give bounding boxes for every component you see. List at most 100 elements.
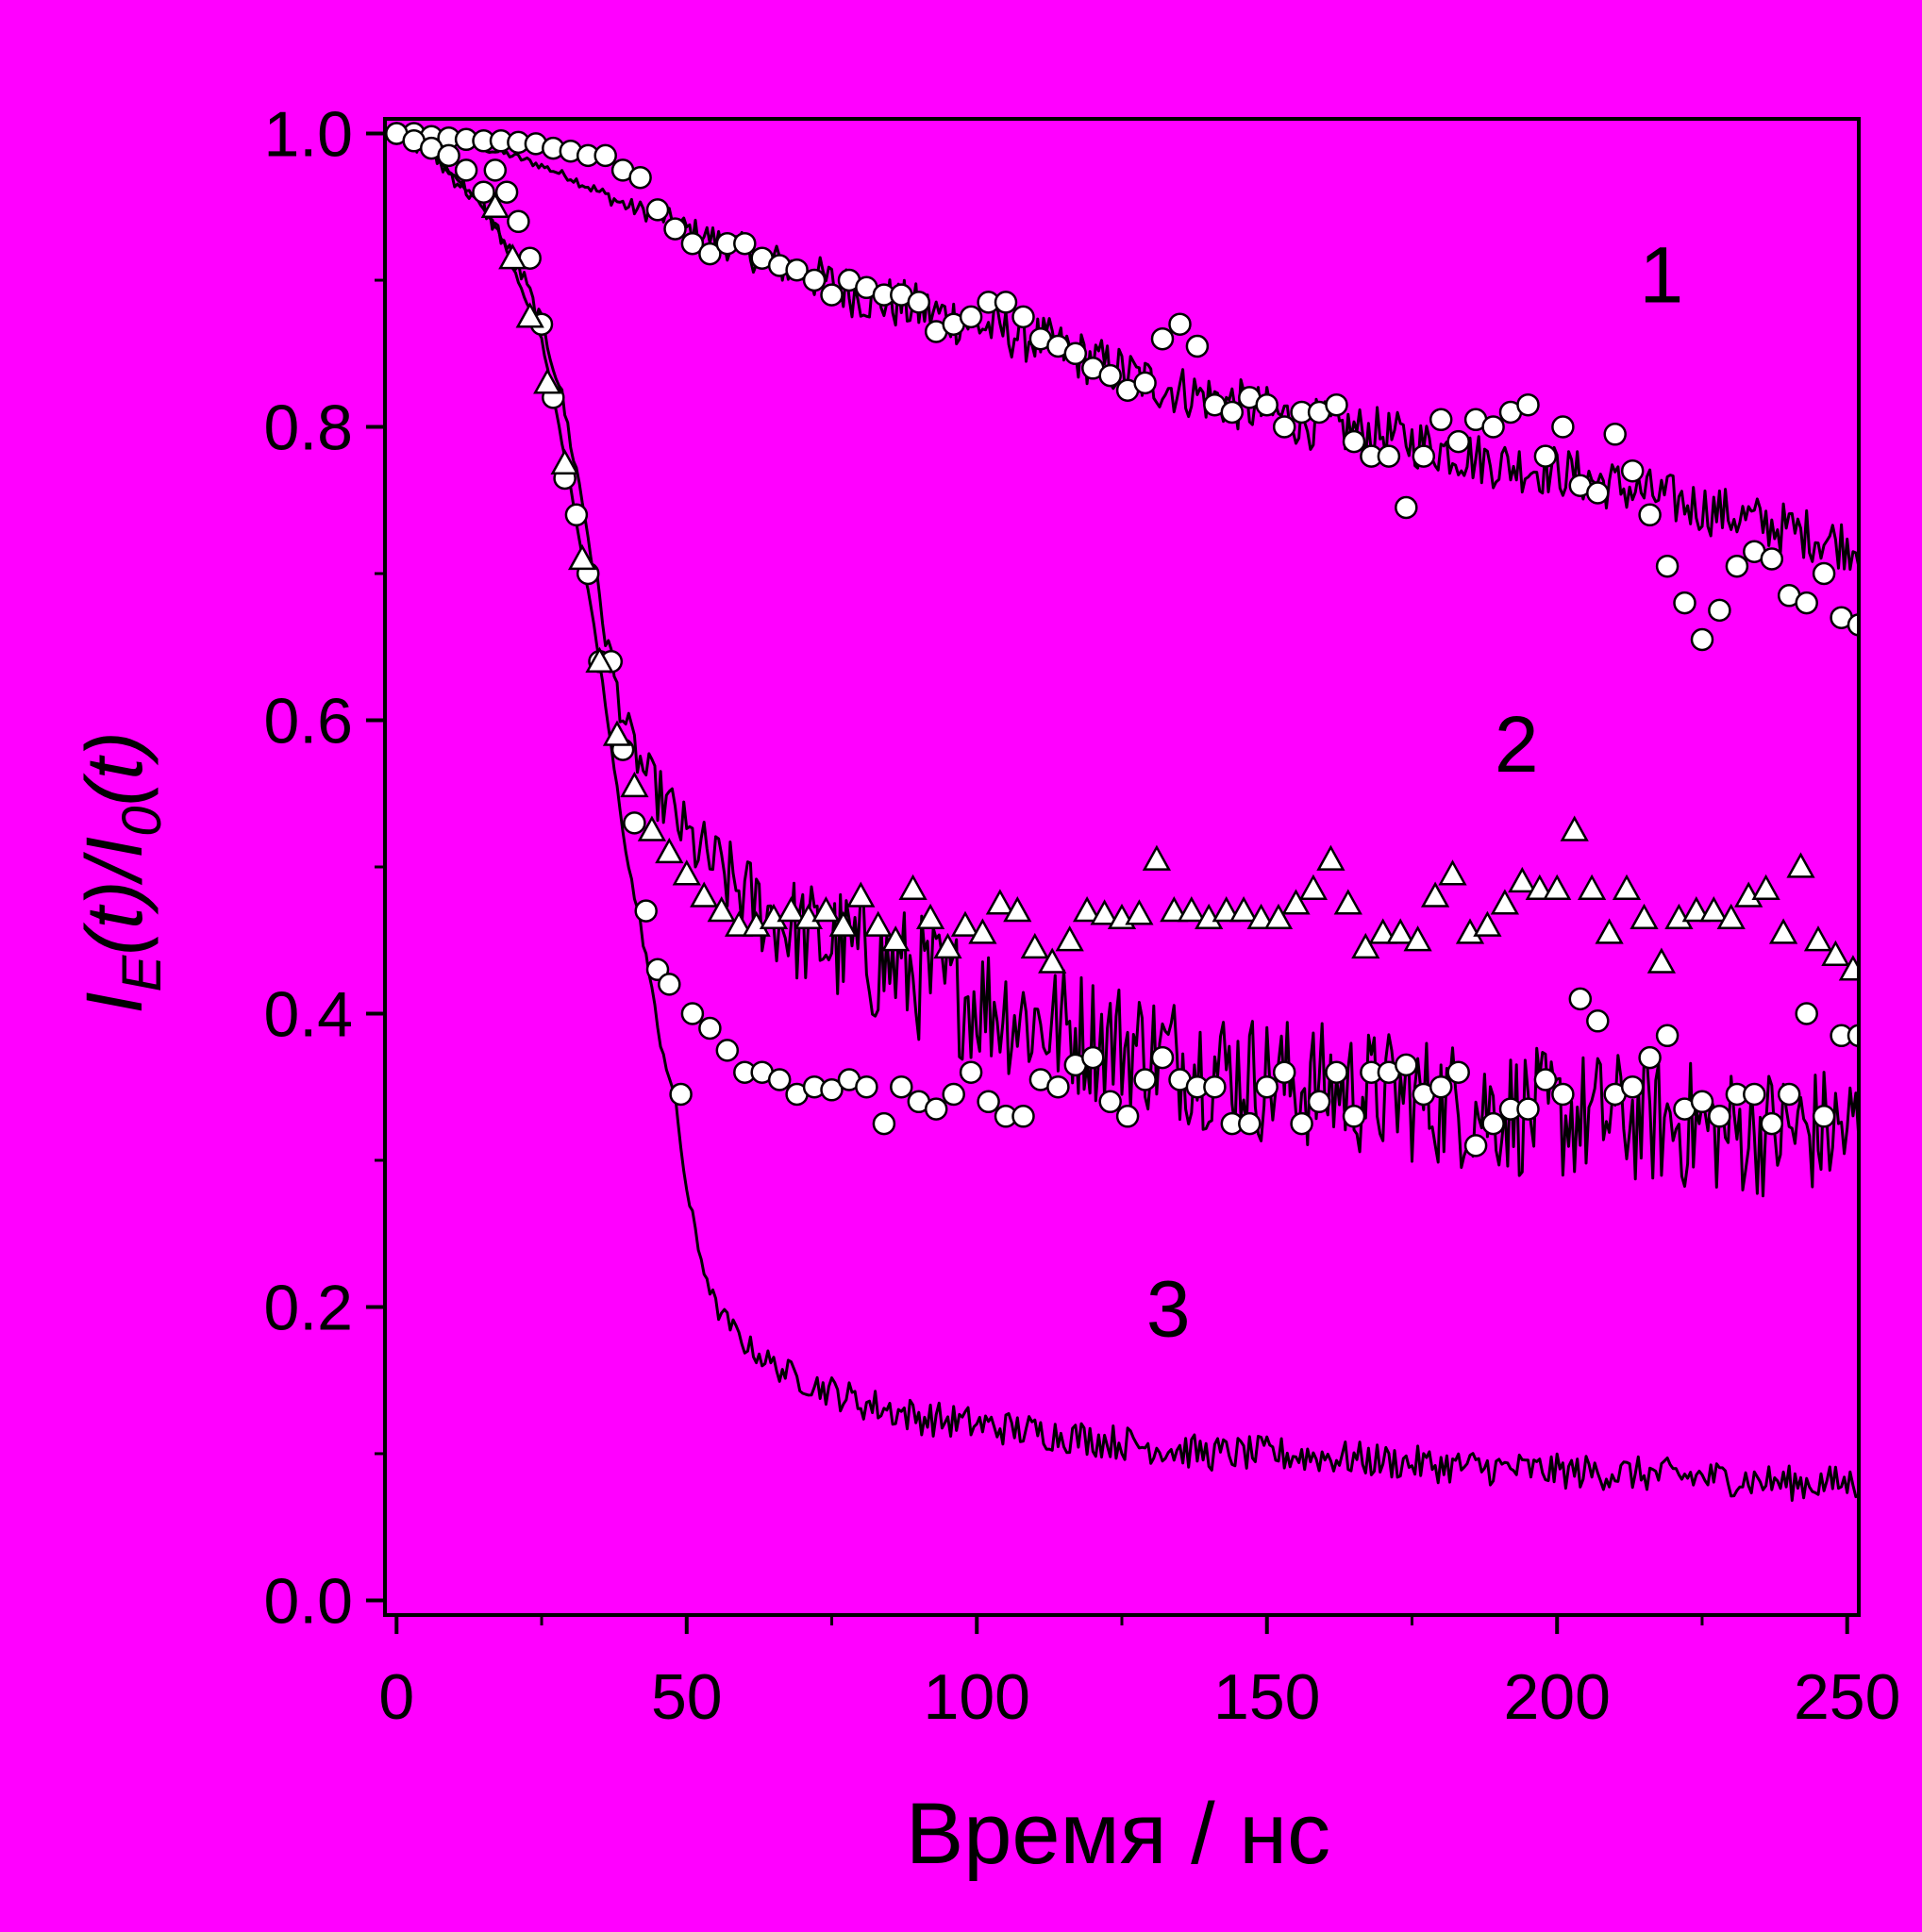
series-4-point — [1603, 423, 1627, 446]
series-6-point — [933, 932, 962, 959]
series-6-point — [585, 646, 614, 673]
series-5-point — [1568, 987, 1593, 1011]
series-4-point — [1551, 415, 1575, 439]
x-tick-label: 150 — [1213, 1661, 1320, 1733]
series-6-point — [1543, 874, 1572, 900]
series-6-point — [1003, 896, 1032, 923]
x-tick-label: 200 — [1503, 1661, 1610, 1733]
series-4-point — [1150, 326, 1175, 351]
series-6-point — [1473, 910, 1502, 937]
series-5-point — [1795, 1002, 1818, 1025]
series-6-point — [1386, 918, 1415, 944]
series-6-point — [1786, 852, 1815, 878]
series-4-point — [994, 291, 1018, 314]
series-5-point — [1690, 1090, 1714, 1114]
series-6-point — [1055, 925, 1084, 952]
series-4-point — [802, 268, 827, 292]
y-title-subscript-1: E — [111, 954, 173, 991]
series-6-point — [498, 243, 527, 270]
series-5-point — [1115, 1105, 1140, 1128]
series-6-point — [1212, 896, 1241, 923]
series-5-point — [942, 1082, 965, 1107]
series-5-point — [1533, 1068, 1558, 1091]
series-5-point — [1551, 1082, 1575, 1107]
series-6-point — [1751, 874, 1780, 900]
series-5-point — [767, 1068, 792, 1091]
series-4-point — [1638, 503, 1662, 527]
series-4-point — [645, 198, 670, 222]
series-5-point — [454, 158, 478, 182]
series-6-point — [1142, 844, 1172, 871]
series-5-point — [507, 209, 530, 234]
series-4-point — [1795, 591, 1818, 615]
series-4-point — [1185, 334, 1210, 358]
series-5-point — [1708, 1105, 1731, 1128]
series-5-point — [1620, 1074, 1645, 1099]
series-6-point — [1403, 925, 1432, 952]
series-4-point — [733, 231, 757, 256]
series-5-point — [1760, 1111, 1784, 1136]
series-6-point — [1803, 925, 1833, 952]
ticks-layer: 0 50 100 150 200 250 0.0 0.2 0.4 0.6 0.8 1.0 — [263, 99, 1900, 1733]
series-6-point — [1508, 866, 1537, 893]
series-4-point — [1412, 444, 1436, 468]
series-5-point — [1081, 1045, 1105, 1070]
series-5-point — [1743, 1082, 1766, 1107]
series-6-point — [898, 874, 928, 900]
series-6-point — [1160, 896, 1189, 923]
series-4-point — [1272, 415, 1296, 439]
series-6-point — [863, 910, 893, 937]
curve-labels-layer: 1 2 3 — [1146, 230, 1683, 1353]
series-6-point — [1246, 903, 1276, 930]
series-4-point — [959, 305, 983, 329]
series-5-point — [1516, 1097, 1540, 1121]
series-5-point — [1238, 1111, 1262, 1136]
series-4-point — [785, 258, 809, 282]
series-6-point — [1716, 903, 1746, 930]
series-4-point — [663, 217, 687, 241]
series-4-point — [820, 283, 844, 307]
series-5-point — [669, 1082, 693, 1107]
series-4-point — [1098, 363, 1122, 388]
y-title-end: (t) — [70, 731, 159, 806]
series-6-point — [1281, 889, 1311, 915]
series-6-point — [1228, 896, 1259, 923]
series-5-point — [715, 1039, 740, 1062]
series-6-point — [1595, 918, 1624, 944]
series-5-point — [820, 1078, 844, 1102]
series-5-point — [890, 1074, 913, 1099]
series-6-point — [1072, 896, 1102, 923]
series-6-point — [1125, 899, 1154, 925]
series-6-point — [1681, 896, 1711, 923]
series-6-point — [777, 896, 806, 923]
series-6-point — [1038, 947, 1067, 974]
series-6-point — [828, 910, 858, 937]
series-6-point — [567, 543, 597, 571]
x-tick-label: 100 — [924, 1661, 1030, 1733]
series-5-point — [1307, 1090, 1331, 1114]
series-6-point — [1438, 859, 1467, 886]
series-5-point — [658, 973, 681, 996]
series-4-point — [1377, 444, 1401, 468]
series-6-point — [1368, 918, 1397, 944]
series-6-point — [1298, 874, 1329, 900]
series-6-point — [637, 815, 667, 841]
series-6-point — [515, 302, 544, 328]
y-tick-label: 0.8 — [263, 392, 353, 464]
series-4-point — [1325, 392, 1348, 417]
x-tick-label: 0 — [378, 1661, 414, 1733]
series-5-point — [1847, 1024, 1859, 1048]
series-6-point — [1838, 955, 1859, 981]
series-4-point — [1342, 429, 1366, 454]
series-4-point — [1168, 312, 1192, 336]
series-5-point — [1098, 1090, 1122, 1114]
series-5-point — [1481, 1111, 1505, 1136]
series-4-point — [593, 143, 617, 168]
series-5-point — [1395, 1053, 1418, 1077]
series-5-point — [1150, 1045, 1175, 1070]
series-5-point — [1586, 1009, 1610, 1033]
x-tick-label: 250 — [1794, 1661, 1900, 1733]
y-title-symbol-2: I — [70, 837, 159, 858]
series-6-point — [655, 837, 684, 864]
